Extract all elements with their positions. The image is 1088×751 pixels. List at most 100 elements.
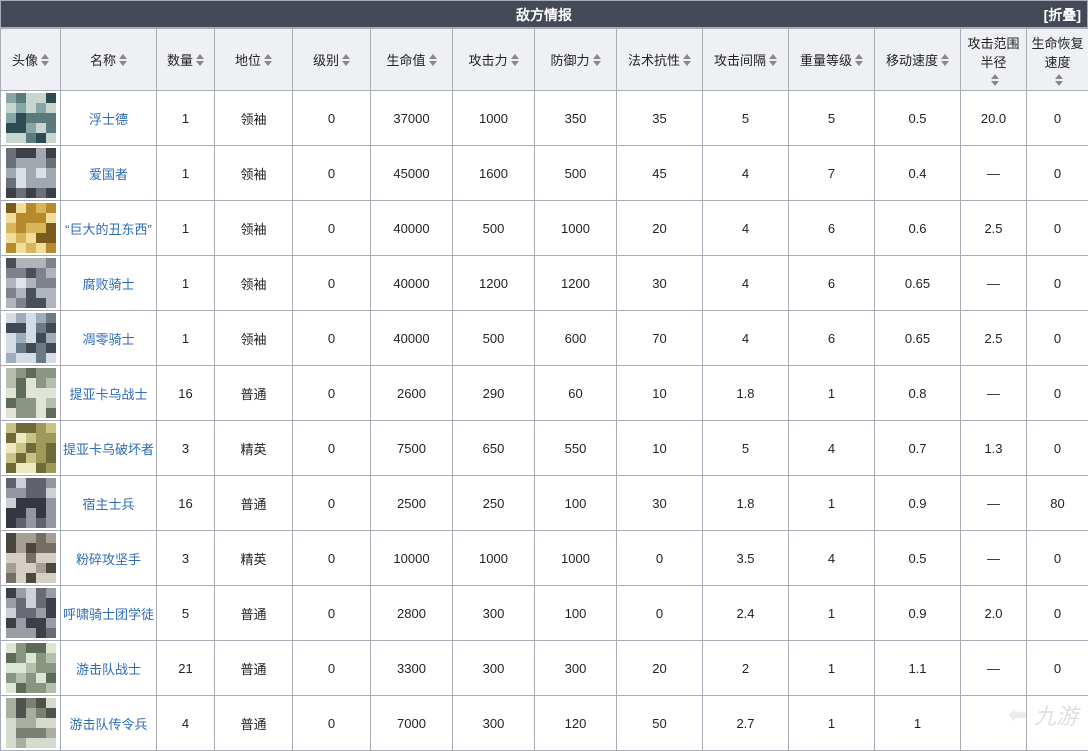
table-row: 凋零骑士1领袖04000050060070460.652.50 [1, 311, 1088, 366]
cell-range [961, 696, 1027, 751]
cell-weight: 6 [789, 256, 875, 311]
cell-range: 2.5 [961, 201, 1027, 256]
cell-def: 300 [535, 641, 617, 696]
cell-interval: 4 [703, 146, 789, 201]
cell-weight: 4 [789, 421, 875, 476]
enemy-link[interactable]: 游击队传令兵 [69, 717, 147, 732]
enemy-link[interactable]: 提亚卡乌破坏者 [63, 442, 154, 457]
cell-regen: 0 [1027, 586, 1088, 641]
cell-name: 凋零骑士 [61, 311, 157, 366]
col-def[interactable]: 防御力 [535, 29, 617, 91]
cell-name: 提亚卡乌战士 [61, 366, 157, 421]
cell-count: 4 [157, 696, 215, 751]
cell-avatar [1, 311, 61, 366]
data-table: 头像 名称 数量 地位 级别 生命值攻击力防御力 法术抗性攻击间隔重量等级移动速度攻击范围半… [0, 28, 1088, 751]
cell-avatar [1, 421, 61, 476]
cell-def: 1000 [535, 201, 617, 256]
cell-weight: 1 [789, 696, 875, 751]
cell-rank: 精英 [215, 531, 293, 586]
cell-level: 0 [293, 146, 371, 201]
cell-interval: 4 [703, 201, 789, 256]
col-interval[interactable]: 攻击间隔 [703, 29, 789, 91]
enemy-link[interactable]: 凋零骑士 [82, 332, 134, 347]
cell-speed: 0.9 [875, 476, 961, 531]
col-rank[interactable]: 地位 [215, 29, 293, 91]
col-res[interactable]: 法术抗性 [617, 29, 703, 91]
cell-atk: 500 [453, 201, 535, 256]
cell-weight: 1 [789, 586, 875, 641]
cell-regen: 0 [1027, 531, 1088, 586]
cell-interval: 4 [703, 311, 789, 366]
col-label: 数量 [167, 50, 193, 69]
cell-weight: 5 [789, 91, 875, 146]
enemy-link[interactable]: “巨大的丑东西” [65, 222, 152, 237]
cell-regen: 0 [1027, 146, 1088, 201]
enemy-link[interactable]: 粉碎攻坚手 [76, 552, 141, 567]
cell-range: — [961, 476, 1027, 531]
cell-avatar [1, 476, 61, 531]
cell-count: 16 [157, 476, 215, 531]
enemy-link[interactable]: 呼啸骑士团学徒 [63, 607, 154, 622]
cell-hp: 10000 [371, 531, 453, 586]
col-regen[interactable]: 生命恢复速度 [1027, 29, 1088, 91]
col-label: 级别 [313, 50, 339, 69]
cell-range: — [961, 531, 1027, 586]
sort-icon[interactable] [593, 54, 601, 66]
cell-avatar [1, 201, 61, 256]
sort-icon[interactable] [769, 54, 777, 66]
cell-regen [1027, 696, 1088, 751]
enemy-link[interactable]: 腐败骑士 [82, 277, 134, 292]
col-speed[interactable]: 移动速度 [875, 29, 961, 91]
sort-icon[interactable] [1055, 74, 1063, 86]
cell-level: 0 [293, 201, 371, 256]
sort-icon[interactable] [991, 74, 999, 86]
sort-icon[interactable] [264, 54, 272, 66]
col-weight[interactable]: 重量等级 [789, 29, 875, 91]
col-hp[interactable]: 生命值 [371, 29, 453, 91]
cell-speed: 0.65 [875, 311, 961, 366]
cell-level: 0 [293, 696, 371, 751]
cell-regen: 0 [1027, 311, 1088, 366]
sort-icon[interactable] [196, 54, 204, 66]
col-level[interactable]: 级别 [293, 29, 371, 91]
sort-icon[interactable] [429, 54, 437, 66]
sort-icon[interactable] [511, 54, 519, 66]
enemy-link[interactable]: 游击队战士 [76, 662, 141, 677]
col-name[interactable]: 名称 [61, 29, 157, 91]
col-avatar[interactable]: 头像 [1, 29, 61, 91]
cell-count: 1 [157, 201, 215, 256]
sort-icon[interactable] [342, 54, 350, 66]
cell-weight: 6 [789, 311, 875, 366]
enemy-link[interactable]: 提亚卡乌战士 [69, 387, 147, 402]
sort-icon[interactable] [119, 54, 127, 66]
cell-interval: 4 [703, 256, 789, 311]
cell-count: 5 [157, 586, 215, 641]
sort-icon[interactable] [941, 54, 949, 66]
col-atk[interactable]: 攻击力 [453, 29, 535, 91]
sort-icon[interactable] [855, 54, 863, 66]
enemy-link[interactable]: 浮士德 [89, 112, 128, 127]
cell-speed: 1 [875, 696, 961, 751]
cell-rank: 领袖 [215, 256, 293, 311]
cell-rank: 领袖 [215, 201, 293, 256]
avatar-icon [6, 368, 56, 418]
cell-atk: 300 [453, 641, 535, 696]
cell-atk: 500 [453, 311, 535, 366]
sort-icon[interactable] [41, 54, 49, 66]
col-label: 防御力 [550, 50, 589, 69]
cell-avatar [1, 586, 61, 641]
table-row: 浮士德1领袖037000100035035550.520.00 [1, 91, 1088, 146]
cell-count: 1 [157, 91, 215, 146]
col-range[interactable]: 攻击范围半径 [961, 29, 1027, 91]
enemy-link[interactable]: 爱国者 [89, 167, 128, 182]
cell-rank: 普通 [215, 586, 293, 641]
collapse-toggle[interactable]: [折叠] [1044, 1, 1081, 29]
enemy-link[interactable]: 宿主士兵 [82, 497, 134, 512]
cell-name: 粉碎攻坚手 [61, 531, 157, 586]
col-count[interactable]: 数量 [157, 29, 215, 91]
cell-atk: 1000 [453, 531, 535, 586]
cell-hp: 37000 [371, 91, 453, 146]
col-label: 名称 [90, 50, 116, 69]
sort-icon[interactable] [683, 54, 691, 66]
cell-name: “巨大的丑东西” [61, 201, 157, 256]
